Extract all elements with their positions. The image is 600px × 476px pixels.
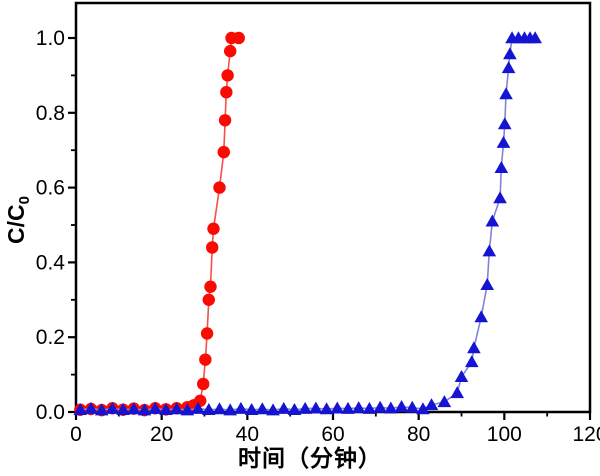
data-point-circle [213, 181, 226, 194]
blue-triangle-series [73, 31, 542, 416]
x-tick-label: 60 [321, 423, 344, 446]
data-point-triangle [169, 402, 184, 415]
x-tick-label: 0 [70, 423, 82, 446]
data-point-circle [202, 293, 215, 306]
data-point-triangle [180, 403, 195, 416]
y-tick-label: 0.2 [36, 326, 65, 349]
data-point-triangle [137, 403, 152, 416]
data-point-triangle [266, 403, 280, 416]
y-axis-title: C/C0 [3, 196, 33, 244]
data-point-triangle [373, 400, 387, 413]
data-point-triangle [437, 395, 452, 408]
data-point-triangle [148, 401, 163, 414]
data-point-circle [204, 280, 217, 293]
data-point-triangle [127, 402, 141, 415]
x-tick-label: 120 [572, 423, 600, 446]
data-point-triangle [482, 244, 497, 257]
data-point-circle [206, 241, 219, 254]
data-point-circle [194, 394, 207, 407]
data-point-triangle [485, 214, 500, 227]
data-point-triangle [454, 370, 469, 383]
data-point-triangle [405, 400, 420, 413]
data-point-triangle [244, 402, 259, 415]
data-point-triangle [73, 402, 88, 415]
data-point-triangle [503, 47, 517, 60]
y-axis-ticks: 0.0 0.2 0.4 0.6 0.8 1.0 [36, 27, 76, 424]
data-point-triangle [416, 402, 430, 415]
data-point-triangle [394, 399, 409, 412]
data-point-triangle [424, 398, 439, 411]
data-point-triangle [84, 401, 98, 414]
data-point-circle [217, 145, 230, 159]
data-point-triangle [223, 403, 237, 416]
y-tick-label: 0.6 [36, 177, 65, 200]
data-point-triangle [201, 402, 216, 415]
data-point-circle [218, 114, 232, 127]
data-point-triangle [159, 402, 173, 415]
data-point-circle [224, 44, 237, 58]
data-point-triangle [276, 401, 291, 414]
x-tick-label: 100 [487, 423, 522, 446]
data-point-triangle [212, 402, 227, 415]
data-point-triangle [501, 61, 516, 74]
data-point-triangle [497, 117, 512, 130]
x-tick-label: 80 [407, 423, 430, 446]
data-point-triangle [528, 31, 542, 44]
data-point-circle [221, 69, 234, 82]
data-point-circle [232, 31, 245, 45]
data-point-triangle [362, 401, 377, 414]
red-circle-series [74, 31, 245, 417]
data-point-triangle [341, 401, 355, 414]
data-point-triangle [499, 87, 513, 100]
data-point-triangle [234, 401, 248, 414]
data-point-triangle [105, 401, 120, 414]
x-tick-label: 40 [236, 423, 259, 446]
x-axis-title: 时间（分钟） [238, 445, 382, 471]
data-point-triangle [474, 310, 489, 323]
data-point-triangle [351, 401, 366, 414]
data-point-triangle [309, 401, 323, 414]
x-tick-label: 20 [150, 423, 173, 446]
y-tick-label: 0.4 [36, 251, 66, 274]
data-point-triangle [298, 401, 312, 414]
data-point-triangle [384, 401, 398, 414]
data-point-triangle [191, 401, 205, 414]
data-point-triangle [494, 160, 509, 173]
data-point-circle [197, 377, 210, 391]
data-point-circle [220, 86, 233, 99]
data-point-triangle [467, 341, 481, 354]
data-point-triangle [94, 403, 109, 416]
data-point-circle [207, 222, 220, 235]
data-point-triangle [464, 355, 479, 368]
data-point-triangle [287, 402, 302, 415]
data-point-triangle [493, 191, 507, 204]
data-point-circle [199, 353, 212, 366]
data-point-triangle [319, 402, 334, 415]
data-point-triangle [116, 402, 130, 415]
data-point-triangle [496, 135, 511, 148]
data-point-triangle [450, 386, 465, 399]
y-tick-label: 1.0 [36, 27, 65, 50]
x-axis-ticks: 0 20 40 60 80 100 120 [70, 412, 600, 446]
data-point-triangle [255, 402, 270, 415]
blue-triangle-series-line [80, 37, 536, 411]
y-tick-label: 0.0 [36, 401, 65, 424]
data-point-triangle [480, 278, 494, 291]
plot-frame [74, 1, 592, 414]
data-point-triangle [330, 401, 345, 414]
data-point-circle [200, 327, 214, 340]
y-tick-label: 0.8 [36, 102, 65, 125]
